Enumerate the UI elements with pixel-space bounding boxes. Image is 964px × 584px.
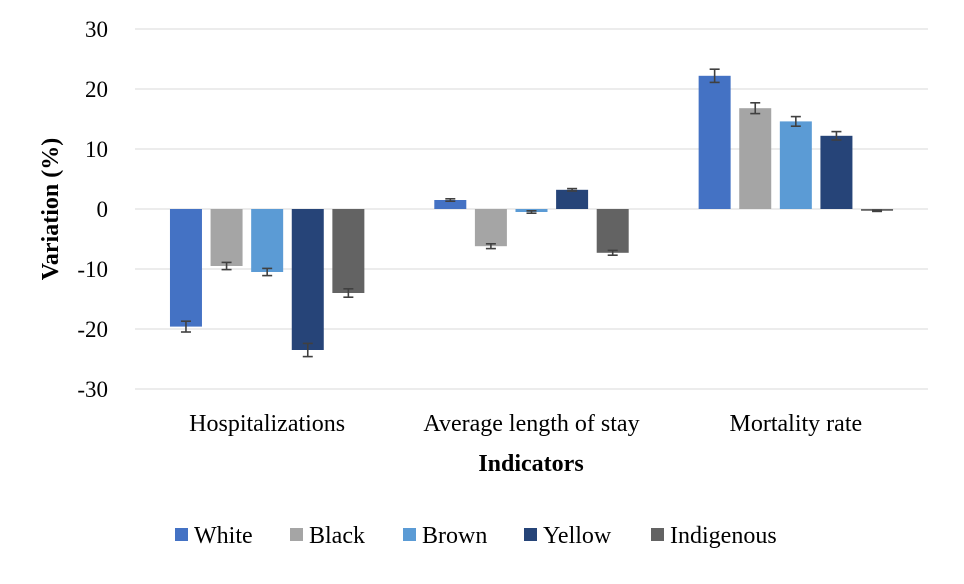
y-tick-label: -20 (77, 317, 108, 342)
bar-white-2 (434, 200, 467, 209)
bar-black-1 (210, 209, 243, 266)
legend-item-brown: Brown (403, 523, 487, 549)
error-bar (302, 342, 313, 358)
legend-label: Indigenous (670, 523, 777, 549)
legend-item-yellow: Yellow (524, 523, 612, 549)
x-category-label: Mortality rate (730, 411, 863, 437)
bar-black-3 (739, 108, 772, 209)
legend: White Black Brown Yellow Indigenous (175, 523, 777, 549)
error-bar (526, 210, 537, 214)
bars (169, 75, 894, 350)
y-tick-label: 20 (85, 77, 108, 102)
error-bar (709, 68, 720, 84)
error-bar (343, 287, 354, 299)
legend-label: Brown (422, 523, 487, 549)
legend-item-black: Black (290, 523, 365, 549)
error-bar (831, 130, 842, 141)
error-bars (180, 68, 883, 358)
y-axis-ticks: 30 20 10 0 -10 -20 -30 (77, 17, 108, 402)
bar-yellow-2 (556, 189, 589, 209)
y-tick-label: -30 (77, 377, 108, 402)
bar-black-2 (474, 209, 507, 247)
legend-label: Yellow (543, 523, 612, 549)
y-tick-label: -10 (77, 257, 108, 282)
bar-yellow-3 (820, 135, 853, 209)
bar-white-1 (169, 209, 202, 327)
legend-swatch (290, 528, 303, 541)
y-axis-title: Variation (%) (38, 138, 64, 280)
x-axis-title: Indicators (478, 451, 583, 477)
y-tick-label: 30 (85, 17, 108, 42)
bar-brown-3 (779, 121, 812, 209)
error-bar (180, 320, 191, 333)
legend-swatch (524, 528, 537, 541)
bar-indigenous-1 (332, 209, 365, 293)
error-bar (790, 115, 801, 127)
legend-item-indigenous: Indigenous (651, 523, 777, 549)
error-bar (607, 249, 618, 256)
error-bar (872, 209, 883, 213)
error-bar (750, 102, 761, 115)
y-tick-label: 10 (85, 137, 108, 162)
legend-label: White (194, 523, 253, 549)
error-bar (262, 267, 273, 277)
legend-item-white: White (175, 523, 253, 549)
error-bar (445, 198, 456, 202)
legend-swatch (175, 528, 188, 541)
error-bar (567, 187, 578, 192)
bar-indigenous-2 (596, 209, 629, 253)
legend-label: Black (309, 523, 365, 549)
error-bar (221, 261, 232, 271)
legend-swatch (651, 528, 664, 541)
bar-yellow-1 (291, 209, 324, 350)
bar-white-3 (698, 75, 731, 209)
x-axis-categories: Hospitalizations Average length of stay Mo… (189, 411, 862, 437)
error-bar (485, 243, 496, 250)
x-category-label: Hospitalizations (189, 411, 345, 437)
bar-brown-1 (251, 209, 284, 272)
y-tick-label: 0 (97, 197, 109, 222)
legend-swatch (403, 528, 416, 541)
x-category-label: Average length of stay (423, 411, 639, 437)
